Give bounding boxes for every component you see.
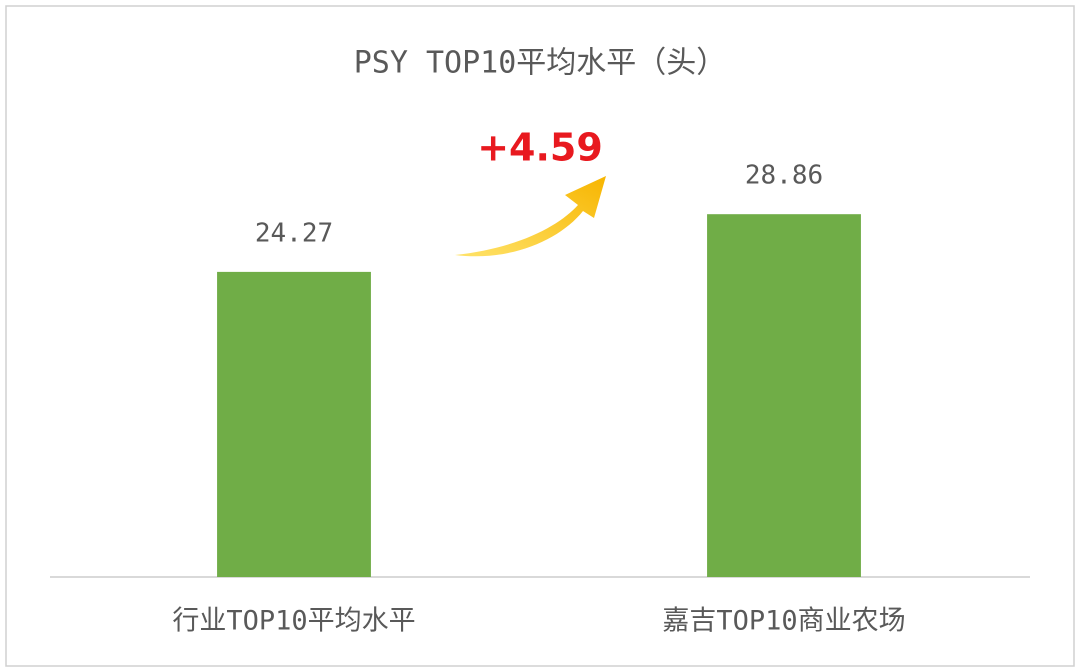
arrow [455,176,606,257]
x-tick-label: 嘉吉TOP10商业农场 [662,606,905,637]
bar [217,271,371,577]
bar [707,214,861,577]
chart-frame [5,5,1075,667]
chart-title: PSY TOP10平均水平（头） [354,46,727,81]
data-label: 28.86 [745,161,823,191]
annotation: +4.59 [477,126,603,170]
x-tick-label: 行业TOP10平均水平 [172,606,415,637]
data-label: 24.27 [255,218,333,248]
